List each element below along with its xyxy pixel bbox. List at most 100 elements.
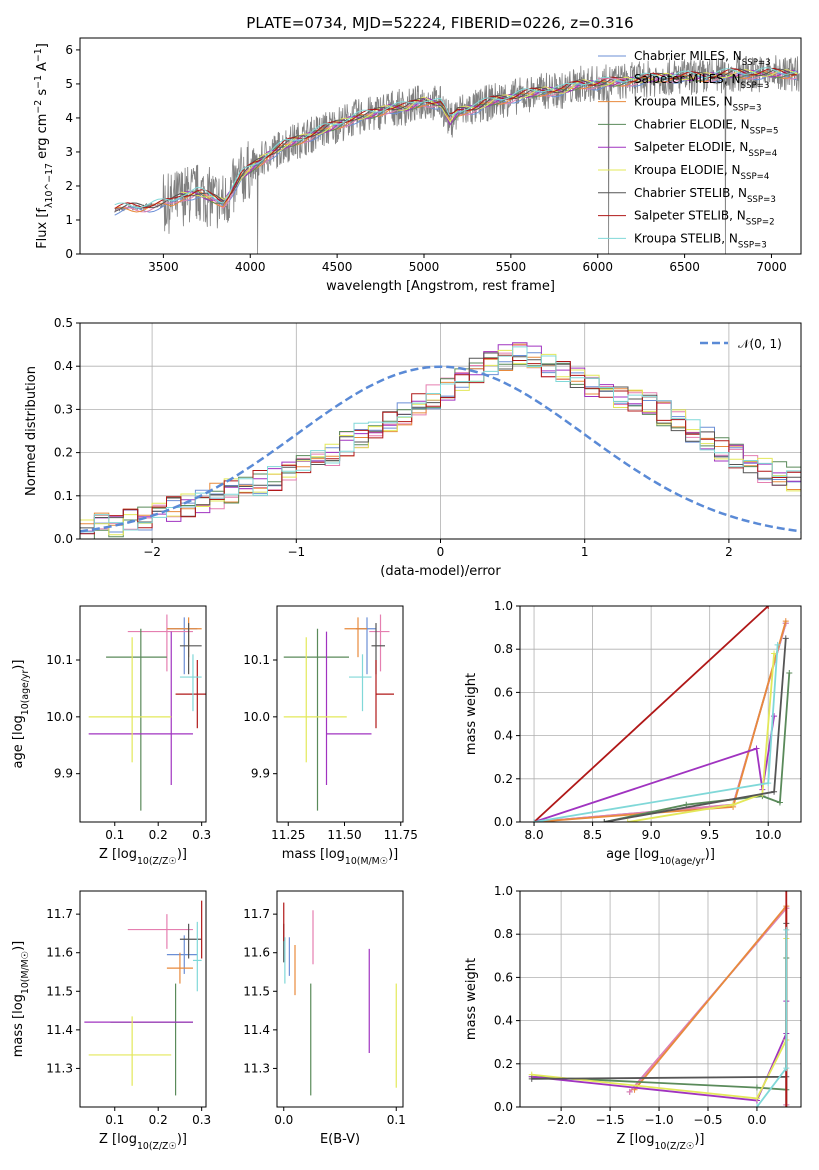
- x-axis-label-part: )]: [694, 1132, 704, 1147]
- y-tick-label: 11.7: [243, 907, 270, 921]
- weight-line-kroupa-elodie: [627, 653, 775, 822]
- x-tick-label: −2: [143, 545, 161, 559]
- y-axis-label: Flux [fλ10^−17 erg cm−2 s−1 A−1]: [33, 43, 55, 249]
- x-axis-label-part: )]: [705, 847, 715, 862]
- y-tick-label: 0.6: [494, 970, 513, 984]
- y-tick-label: 9.9: [251, 767, 270, 781]
- data-point-marker: [753, 1095, 760, 1102]
- y-tick-label: 0.4: [54, 359, 73, 373]
- data-point-marker: [776, 799, 783, 806]
- y-axis-label: mass weight: [464, 958, 479, 1040]
- legend-label-part: SSP=5: [750, 126, 779, 136]
- y-tick-label: 10.1: [46, 653, 73, 667]
- histogram-kroupa-stelib: [80, 346, 801, 533]
- y-tick-label: 0.2: [54, 446, 73, 460]
- legend-label-part: Salpeter ELODIE, N: [634, 140, 748, 154]
- data-point-marker: [528, 1075, 535, 1082]
- data-point-marker: [753, 1084, 760, 1091]
- y-axis-label-part: 10(M/M☉: [20, 951, 31, 994]
- model-line-salpeter-stelib: [114, 67, 797, 209]
- y-axis-label: mass [log10(M/M☉)]: [11, 941, 31, 1058]
- plot-area: [283, 614, 394, 811]
- y-tick-label: 1: [65, 213, 73, 227]
- x-axis-label-part: (data-model)/error: [380, 564, 501, 579]
- weight-line-salpeter-stelib: [533, 606, 769, 822]
- model-line-kroupa-elodie: [180, 69, 798, 201]
- panel-weight-vs-Z: −2.0 −1.5 −1.0 −0.5 0.0 0.0 0.2 0.4 0.6 0.8 1.0 Z […: [464, 884, 802, 1152]
- legend-label: Kroupa ELODIE, NSSP=4: [634, 163, 769, 182]
- x-tick-label: 8.0: [525, 828, 544, 842]
- x-tick-label: −1.5: [596, 1113, 625, 1127]
- y-tick-label: 11.4: [243, 1023, 270, 1037]
- y-axis-label-part: mass weight: [464, 673, 479, 755]
- y-tick-label: 11.7: [46, 907, 73, 921]
- x-tick-label: −1: [287, 545, 305, 559]
- x-axis-label: (data-model)/error: [380, 564, 501, 579]
- x-axis-label: age [log10(age/yr)]: [606, 847, 715, 867]
- x-tick-label: 9.0: [642, 828, 661, 842]
- panel-weight-vs-age: 8.0 8.5 9.0 9.5 10.0 0.0 0.2 0.4 0.6 0.8 1.0 age [l…: [464, 599, 802, 867]
- x-tick-label: 0.2: [149, 828, 168, 842]
- x-tick-label: 6000: [582, 260, 613, 274]
- x-tick-label: 0.0: [274, 1113, 293, 1127]
- x-tick-label: 4500: [322, 260, 353, 274]
- y-axis-label: age [log10(age/yr)]: [11, 660, 31, 769]
- data-point-marker: [783, 1104, 790, 1107]
- legend-label-part: SSP=3: [742, 58, 771, 68]
- data-point-marker: [786, 669, 793, 676]
- y-tick-label: 0.0: [54, 532, 73, 546]
- y-tick-label: 11.5: [243, 984, 270, 998]
- y-tick-label: 11.3: [46, 1061, 73, 1075]
- y-axis-label-part: Flux [f: [35, 208, 50, 249]
- legend-label: Chabrier MILES, NSSP=3: [634, 49, 771, 68]
- axes-frame: [79, 605, 207, 823]
- y-axis-label-part: )]: [11, 941, 26, 951]
- y-tick-label: 0.2: [494, 1057, 513, 1071]
- plot-area: [88, 614, 206, 811]
- x-tick-label: 1: [581, 545, 589, 559]
- panel-mass-vs-EBV: 0.0 0.1 11.3 11.4 11.5 11.6 11.7 E(B-V): [243, 890, 406, 1147]
- legend-label-part: Salpeter MILES, N: [634, 72, 741, 86]
- data-point-marker: [753, 1104, 760, 1107]
- y-tick-label: 0.2: [494, 772, 513, 786]
- legend-label-part: SSP=3: [747, 195, 776, 205]
- x-tick-label: 0.2: [149, 1113, 168, 1127]
- y-axis-label-part: A: [35, 62, 50, 75]
- panel-age-vs-Z: 0.1 0.2 0.39.910.010.1Z [log10(Z/Z☉)]age […: [11, 605, 211, 867]
- legend-label: Salpeter STELIB, NSSP=2: [634, 209, 775, 228]
- weight-line-salpeter-elodie: [533, 716, 775, 822]
- x-axis-label: Z [log10(Z/Z☉)]: [99, 1132, 187, 1152]
- x-tick-label: 8.5: [583, 828, 602, 842]
- x-axis-label-part: 10(Z/Z☉: [137, 1141, 177, 1152]
- y-tick-label: 11.4: [46, 1023, 73, 1037]
- y-axis-label-part: −2: [33, 100, 44, 114]
- legend-label-part: SSP=3: [733, 104, 762, 114]
- y-tick-label: 1.0: [494, 884, 513, 898]
- x-tick-label: 2: [725, 545, 733, 559]
- weight-line-kroupa-stelib: [533, 644, 779, 822]
- plot-area: [531, 606, 793, 822]
- x-axis-label: Z [log10(Z/Z☉)]: [99, 847, 187, 867]
- x-tick-label: 11.25: [271, 828, 305, 842]
- axes-frame: [276, 890, 404, 1108]
- data-point-marker: [626, 1088, 633, 1095]
- weight-line-chabrier-elodie: [604, 672, 791, 822]
- y-axis-label-part: −1: [33, 48, 44, 62]
- x-axis-label: wavelength [Angstrom, rest frame]: [326, 279, 555, 294]
- x-axis-label-part: Z [log: [617, 1132, 655, 1147]
- legend-label: Chabrier STELIB, NSSP=3: [634, 186, 776, 205]
- data-point-marker: [782, 635, 789, 642]
- y-tick-label: 0.5: [54, 316, 73, 330]
- model-line-kroupa-stelib: [114, 67, 797, 208]
- figure-title: PLATE=0734, MJD=52224, FIBERID=0226, z=0…: [246, 14, 633, 32]
- y-axis-label-part: mass weight: [464, 958, 479, 1040]
- x-tick-label: 10.0: [755, 828, 782, 842]
- histogram-kroupa-miles: [80, 343, 801, 526]
- x-tick-label: 3500: [148, 260, 179, 274]
- legend-label-part: Chabrier MILES, N: [634, 49, 742, 63]
- weight-line-chabrier-miles: [534, 623, 787, 822]
- y-tick-label: 0: [65, 247, 73, 261]
- y-tick-label: 0.4: [494, 729, 513, 743]
- plot-area: [283, 902, 397, 1096]
- panel-residuals: −2 −1 0 1 2 0.0 0.1 0.2 0.3 0.4 0.5 (data-model)/er…: [24, 316, 802, 579]
